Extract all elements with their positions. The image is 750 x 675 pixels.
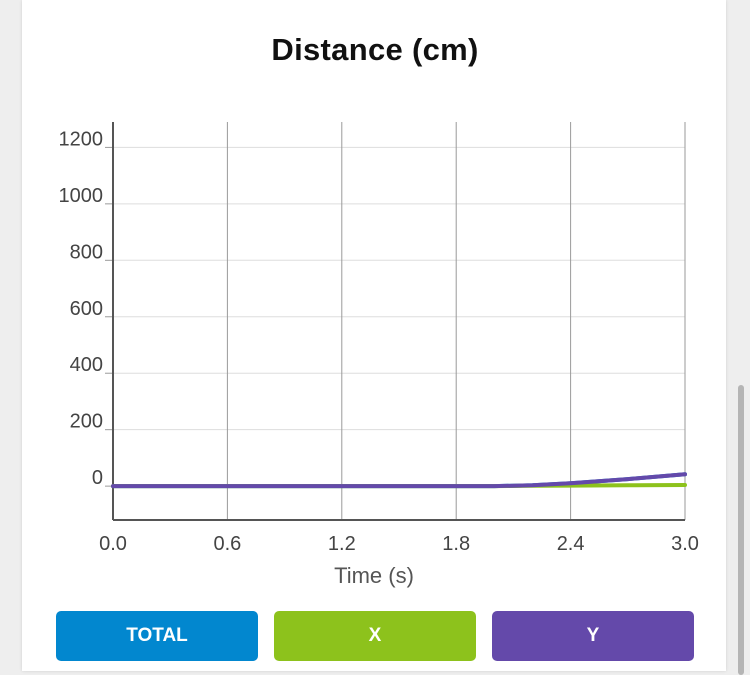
chart-axes (112, 122, 685, 521)
y-button[interactable]: Y (492, 611, 694, 661)
y-tick-label: 1000 (59, 185, 104, 207)
x-tick-label: 2.4 (557, 533, 585, 555)
x-tick-label: 0.0 (99, 533, 127, 555)
x-tick-label: 3.0 (671, 533, 699, 555)
chart-title: Distance (cm) (271, 32, 479, 67)
y-tick-label: 0 (92, 467, 103, 489)
y-tick-label: 400 (70, 354, 103, 376)
x-button[interactable]: X (274, 611, 476, 661)
y-tick-label: 600 (70, 298, 103, 320)
chart-card (22, 0, 726, 671)
chart-grid (105, 122, 686, 520)
total-button[interactable]: TOTAL (56, 611, 258, 661)
total-button-label: TOTAL (126, 625, 188, 646)
series-line-y (111, 472, 687, 489)
y-tick-label: 1200 (59, 128, 104, 150)
x-tick-label: 0.6 (213, 533, 241, 555)
x-axis-label: Time (s) (334, 563, 414, 588)
x-button-label: X (368, 625, 382, 646)
y-tick-label: 200 (70, 411, 103, 433)
y-tick-label: 800 (70, 241, 103, 263)
x-tick-labels: 0.0 0.6 1.2 1.8 2.4 3.0 (99, 533, 699, 555)
y-button-label: Y (586, 625, 600, 646)
x-tick-label: 1.2 (328, 533, 356, 555)
y-tick-labels: 0 200 400 600 800 1000 1200 (59, 128, 104, 489)
distance-chart: 0 200 400 600 800 1000 1200 0.0 0.6 1.2 1.8 2.4 3.0… (59, 122, 699, 588)
x-tick-label: 1.8 (442, 533, 470, 555)
chart-series (111, 472, 687, 489)
scrollbar[interactable] (738, 385, 744, 675)
